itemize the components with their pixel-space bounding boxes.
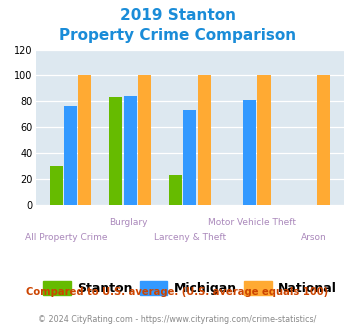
Text: Property Crime Comparison: Property Crime Comparison [59,28,296,43]
Text: Arson: Arson [301,233,326,242]
Text: Motor Vehicle Theft: Motor Vehicle Theft [208,218,296,227]
Text: Compared to U.S. average. (U.S. average equals 100): Compared to U.S. average. (U.S. average … [26,287,329,297]
Bar [198,75,211,205]
Text: 2019 Stanton: 2019 Stanton [120,8,235,23]
Text: All Property Crime: All Property Crime [25,233,108,242]
Bar [78,75,91,205]
Bar [317,75,330,205]
Bar [257,75,271,205]
Bar [109,97,122,205]
Bar [183,110,197,205]
Bar [50,166,63,205]
Bar [138,75,151,205]
Bar [124,96,137,205]
Bar [169,175,182,205]
Text: © 2024 CityRating.com - https://www.cityrating.com/crime-statistics/: © 2024 CityRating.com - https://www.city… [38,315,317,324]
Text: Burglary: Burglary [109,218,147,227]
Legend: Stanton, Michigan, National: Stanton, Michigan, National [38,276,342,300]
Bar [64,106,77,205]
Text: Larceny & Theft: Larceny & Theft [154,233,226,242]
Bar [243,100,256,205]
